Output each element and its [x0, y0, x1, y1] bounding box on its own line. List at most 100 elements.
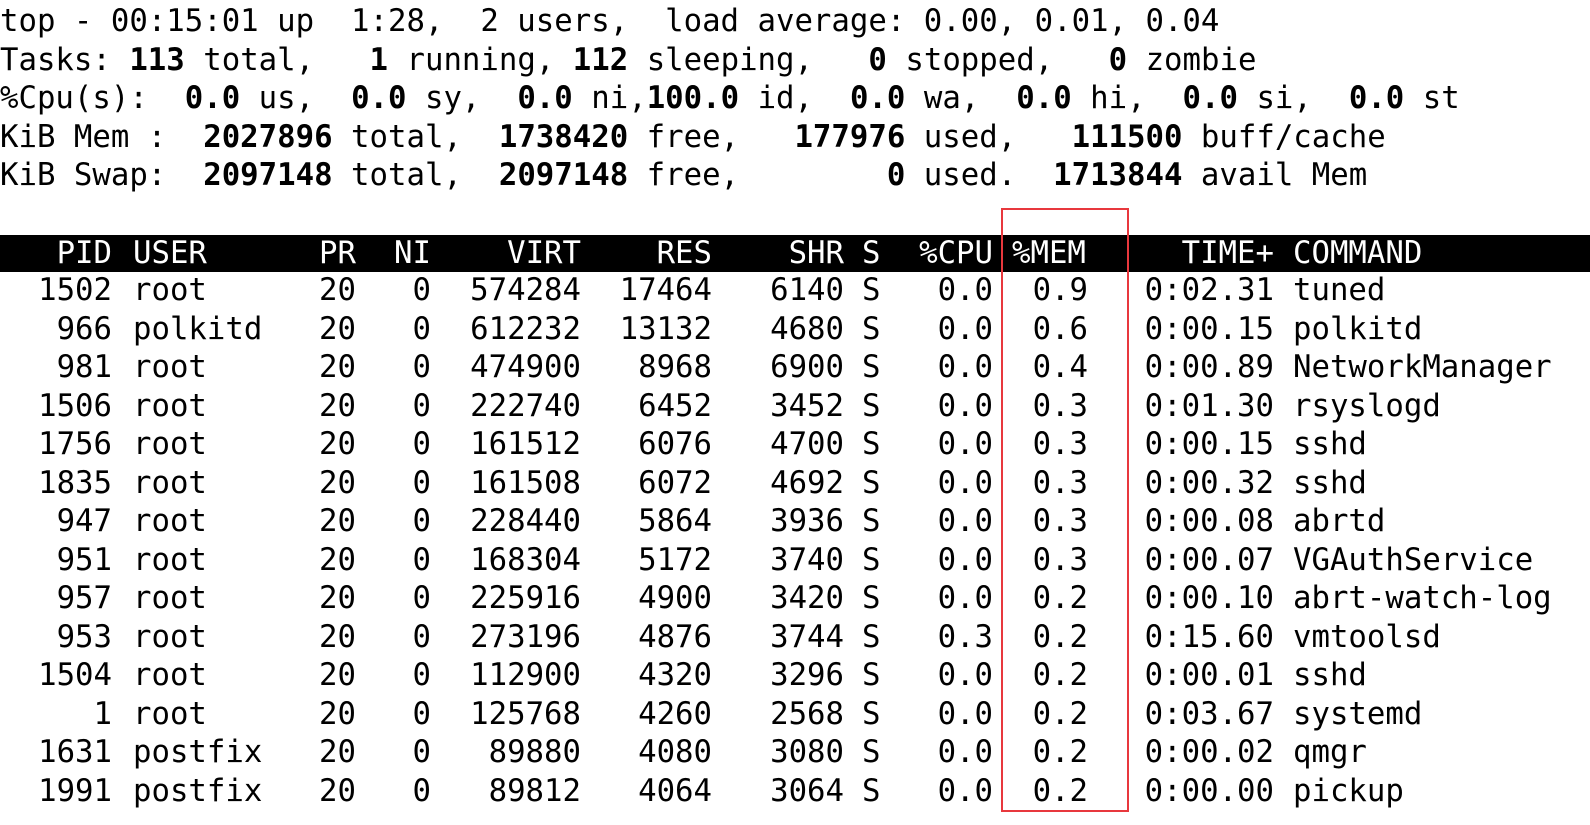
cell-time: 0:03.67: [1144, 696, 1274, 732]
process-row[interactable]: 966 polkitd 20 0 612232 13132 4680 S 0.0 0.6 0:00.…: [0, 311, 1590, 349]
cell-virt: 161508: [470, 465, 581, 501]
cell-cpu: 0.0: [937, 696, 993, 732]
summary-text: KiB Mem :: [0, 119, 204, 155]
cell-state: S: [862, 696, 881, 732]
cell-cpu: 0.0: [937, 542, 993, 578]
cell-pr: 20: [319, 619, 356, 655]
summary-value: 100.0: [646, 81, 740, 116]
cell-state: S: [862, 619, 881, 655]
summary-text: KiB Swap:: [0, 158, 204, 193]
summary-value: 0.0: [849, 81, 906, 116]
process-row[interactable]: 1756 root 20 0 161512 6076 4700 S 0.0 0.3 0:00.15 s…: [0, 426, 1590, 464]
cell-mem: 0.2: [1032, 581, 1088, 616]
process-row[interactable]: 957 root 20 0 225916 4900 3420 S 0.0 0.2 0:00.10 ab…: [0, 580, 1590, 618]
summary-line-1-uptime: top - 00:15:01 up 1:28, 2 users, load av…: [0, 3, 1219, 41]
cell-command: sshd: [1293, 427, 1367, 462]
cell-res: 4064: [638, 773, 712, 809]
cell-shr: 3936: [770, 504, 844, 539]
header-pid: PID: [56, 236, 112, 271]
summary-value: 0.0: [517, 81, 573, 116]
cell-state: S: [862, 581, 881, 616]
cell-pr: 20: [319, 350, 356, 385]
cell-time: 0:00.02: [1144, 735, 1274, 770]
process-row[interactable]: 1506 root 20 0 222740 6452 3452 S 0.0 0.3 0:01.30 r…: [0, 388, 1590, 426]
process-row[interactable]: 1835 root 20 0 161508 6072 4692 S 0.0 0.3 0:00.32 s…: [0, 465, 1590, 503]
cell-state: S: [862, 542, 881, 578]
summary-text: si,: [1237, 81, 1349, 116]
cell-shr: 4700: [770, 427, 844, 462]
summary-value: 2097148: [203, 158, 333, 193]
cell-time: 0:00.07: [1144, 542, 1274, 578]
cell-cpu: 0.0: [937, 658, 993, 693]
cell-res: 6076: [638, 427, 712, 462]
cell-cpu: 0.0: [937, 273, 993, 308]
process-row[interactable]: 1504 root 20 0 112900 4320 3296 S 0.0 0.2 0:00.01 s…: [0, 657, 1590, 695]
cell-ni: 0: [412, 658, 431, 693]
cell-command: sshd: [1293, 465, 1367, 501]
cell-state: S: [862, 388, 881, 424]
process-row[interactable]: 1 root 20 0 125768 4260 2568 S 0.0 0.2 0:03.67 syst…: [0, 696, 1590, 734]
summary-text: total,: [332, 158, 499, 193]
cell-pr: 20: [319, 696, 356, 732]
cell-time: 0:00.89: [1144, 350, 1274, 385]
cell-user: root: [133, 696, 207, 732]
cell-state: S: [862, 311, 881, 347]
process-row[interactable]: 1991 postfix 20 0 89812 4064 3064 S 0.0 0.2 0:00.0…: [0, 773, 1590, 811]
cell-pid: 951: [56, 542, 112, 578]
process-row[interactable]: 953 root 20 0 273196 4876 3744 S 0.3 0.2 0:15.60 vm…: [0, 619, 1590, 657]
summary-value: 0: [868, 42, 887, 78]
cell-res: 4080: [638, 735, 712, 770]
cell-pid: 1: [93, 696, 112, 732]
cell-user: postfix: [133, 773, 263, 809]
header-time: TIME+: [1181, 236, 1274, 271]
cell-ni: 0: [412, 504, 431, 539]
cell-state: S: [862, 273, 881, 308]
cell-ni: 0: [412, 542, 431, 578]
summary-value: 177976: [794, 119, 906, 155]
summary-text: free,: [628, 119, 795, 155]
cell-command: VGAuthService: [1293, 542, 1534, 578]
cell-virt: 574284: [470, 273, 581, 308]
cell-time: 0:00.15: [1144, 311, 1274, 347]
header-mem: %MEM: [1012, 236, 1086, 271]
summary-text: sleeping,: [628, 42, 869, 78]
process-row[interactable]: 1631 postfix 20 0 89880 4080 3080 S 0.0 0.2 0:00.0…: [0, 734, 1590, 772]
cell-command: qmgr: [1293, 735, 1367, 770]
process-row[interactable]: 981 root 20 0 474900 8968 6900 S 0.0 0.4 0:00.89 Ne…: [0, 349, 1590, 387]
summary-value: 0.0: [351, 81, 407, 116]
cell-pr: 20: [319, 542, 356, 578]
cell-pid: 966: [56, 311, 112, 347]
cell-virt: 228440: [470, 504, 581, 539]
cell-mem: 0.6: [1032, 311, 1088, 347]
cell-res: 4320: [638, 658, 712, 693]
cell-pr: 20: [319, 388, 356, 424]
cell-pr: 20: [319, 427, 356, 462]
cell-mem: 0.2: [1032, 658, 1088, 693]
cell-shr: 4692: [770, 465, 844, 501]
cell-cpu: 0.0: [937, 581, 993, 616]
cell-res: 5172: [638, 542, 712, 578]
cell-pr: 20: [319, 465, 356, 501]
summary-value: 2027896: [203, 119, 333, 155]
process-row[interactable]: 951 root 20 0 168304 5172 3740 S 0.0 0.3 0:00.07 VG…: [0, 542, 1590, 580]
cell-command: polkitd: [1293, 311, 1423, 347]
summary-text: hi,: [1071, 81, 1183, 116]
cell-virt: 273196: [470, 619, 581, 655]
process-row[interactable]: 947 root 20 0 228440 5864 3936 S 0.0 0.3 0:00.08 ab…: [0, 503, 1590, 541]
cell-time: 0:15.60: [1144, 619, 1274, 655]
cell-cpu: 0.0: [937, 311, 993, 347]
cell-state: S: [862, 427, 881, 462]
header-state: S: [862, 236, 881, 271]
cell-mem: 0.4: [1032, 350, 1088, 385]
cell-state: S: [862, 658, 881, 693]
cell-pid: 1502: [38, 273, 112, 308]
process-row[interactable]: 1502 root 20 0 574284 17464 6140 S 0.0 0.9 0:02.31…: [0, 272, 1590, 310]
cell-command: rsyslogd: [1293, 388, 1441, 424]
header-cpu: %CPU: [919, 236, 993, 271]
cell-pid: 981: [56, 350, 112, 385]
cell-mem: 0.3: [1032, 427, 1088, 462]
cell-shr: 3080: [770, 735, 844, 770]
cell-cpu: 0.0: [937, 504, 993, 539]
cell-command: NetworkManager: [1293, 350, 1552, 385]
cell-pid: 947: [56, 504, 112, 539]
